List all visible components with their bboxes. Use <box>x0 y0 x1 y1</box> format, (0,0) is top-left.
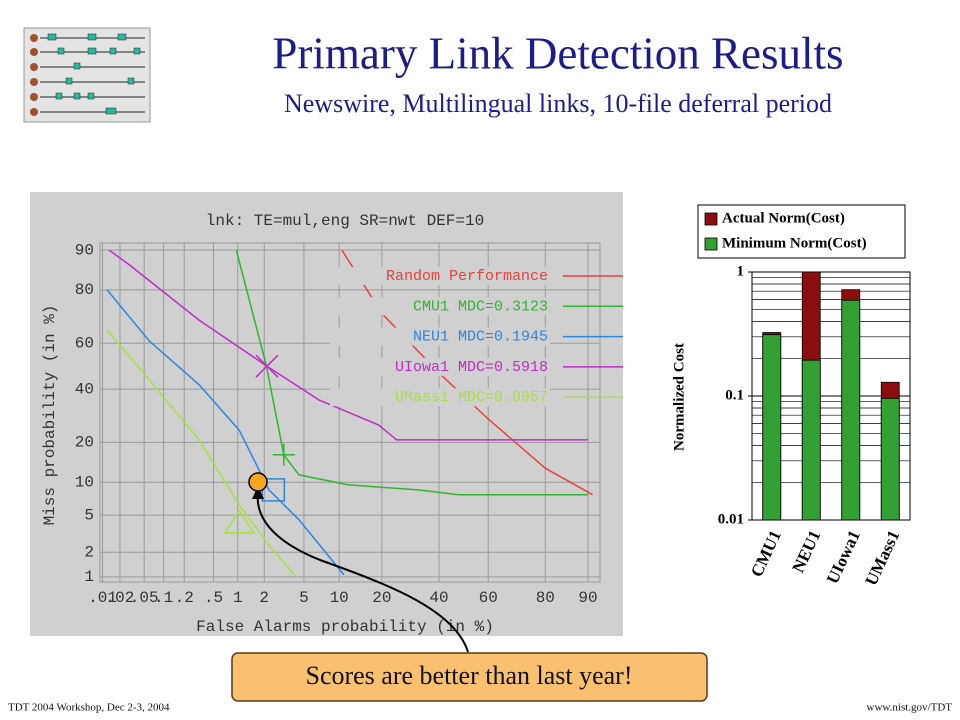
x-tick-label: 80 <box>536 589 555 607</box>
det-curve <box>235 249 588 496</box>
legend-label: UMass1 MDC=0.0957 <box>395 389 548 406</box>
footer-right: www.nist.gov/TDT <box>867 702 953 714</box>
det-curve <box>108 249 588 441</box>
legend-swatch <box>704 237 718 251</box>
legend-bg <box>330 357 550 376</box>
det-title: lnk: TE=mul,eng SR=nwt DEF=10 <box>206 212 484 230</box>
legend-label: Actual Norm(Cost) <box>722 210 845 226</box>
callout-text: Scores are better than last year! <box>305 661 632 690</box>
y-axis-label: Miss probability (in %) <box>41 305 59 526</box>
x-tick-label: 20 <box>372 589 391 607</box>
y-tick-label: 2 <box>84 543 94 561</box>
legend-label: UIowa1 MDC=0.5918 <box>395 359 548 376</box>
bar <box>801 359 821 521</box>
mdc-marker <box>261 478 286 502</box>
mdc-marker <box>272 443 295 466</box>
x-tick-label: 10 <box>330 589 349 607</box>
arrow-head <box>252 486 264 499</box>
y-tick-label: 90 <box>75 241 94 259</box>
legend-swatch <box>704 212 718 226</box>
det-curve <box>106 289 345 576</box>
legend: Random Performance CMU1 MDC=0.3123 NEU1 MD… <box>330 267 623 407</box>
callout-box <box>231 652 708 702</box>
x-tick-label: UIowa1 <box>823 527 864 586</box>
footer-left: TDT 2004 Workshop, Dec 2-3, 2004 <box>8 702 170 714</box>
bar <box>762 334 782 521</box>
y-tick-label: 1 <box>84 568 94 586</box>
x-tick-label: 40 <box>429 589 448 607</box>
x-tick-label: .5 <box>204 589 223 607</box>
y-tick-label: 80 <box>75 281 94 299</box>
legend-label: Random Performance <box>386 268 548 285</box>
legend-label: NEU1 MDC=0.1945 <box>413 329 548 346</box>
legend-bg <box>330 388 550 407</box>
x-tick-label: 1 <box>233 589 243 607</box>
y-tick-label: 40 <box>75 380 94 398</box>
legend-label: CMU1 MDC=0.3123 <box>413 298 548 315</box>
y-tick-label: 0.1 <box>725 387 744 403</box>
highlight-circle <box>248 472 268 492</box>
x-tick-label: NEU1 <box>788 527 824 575</box>
x-tick-label: 60 <box>479 589 498 607</box>
legend-box <box>697 204 906 259</box>
bar <box>841 299 861 521</box>
legend-bg <box>330 297 550 316</box>
mdc-marker <box>223 509 255 534</box>
x-tick-label: .02 <box>106 589 135 607</box>
slide-title: Primary Link Detection Results <box>272 28 843 78</box>
y-tick-label: 1 <box>737 263 745 279</box>
x-tick-label: 90 <box>578 589 597 607</box>
x-axis-label: False Alarms probability (in %) <box>196 618 494 636</box>
bar <box>880 397 900 521</box>
y-tick-label: 10 <box>75 473 94 491</box>
mdc-marker <box>255 354 279 378</box>
callout-arrow <box>256 491 469 653</box>
y-axis-label: Normalized Cost <box>671 343 687 451</box>
x-tick-label: CMU1 <box>747 527 785 580</box>
x-tick-label: 2 <box>259 589 269 607</box>
x-tick-label: 5 <box>299 589 309 607</box>
y-tick-label: 60 <box>75 334 94 352</box>
x-tick-label: .01 <box>88 589 117 607</box>
legend-bg <box>330 327 550 346</box>
slide-subtitle: Newswire, Multilingual links, 10-file de… <box>284 89 832 118</box>
y-tick-label: 5 <box>84 506 94 524</box>
legend-bg <box>330 267 550 285</box>
logo-icon <box>23 27 151 123</box>
x-tick-label: .2 <box>175 589 194 607</box>
det-curve <box>106 329 297 578</box>
x-tick-label: .05 <box>130 589 159 607</box>
y-tick-label: 0.01 <box>718 511 744 527</box>
y-tick-label: 20 <box>75 434 94 452</box>
legend-label: Minimum Norm(Cost) <box>722 235 867 251</box>
x-tick-label: UMass1 <box>861 527 903 588</box>
x-tick-label: .1 <box>154 589 173 607</box>
